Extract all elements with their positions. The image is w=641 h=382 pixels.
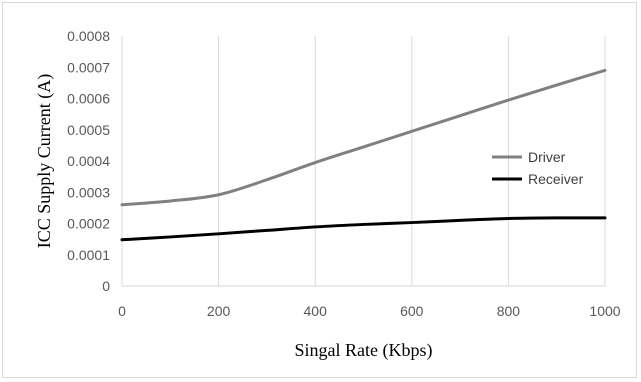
x-axis-title: Singal Rate (Kbps) xyxy=(295,340,433,361)
chart-frame xyxy=(2,2,637,378)
x-tick-label: 800 xyxy=(497,303,521,319)
axes xyxy=(121,36,605,287)
x-tick-label: 600 xyxy=(400,303,424,319)
y-tick-label: 0.0002 xyxy=(67,216,110,232)
y-tick-label: 0.0007 xyxy=(67,59,110,75)
y-tick-label: 0.0001 xyxy=(67,247,110,263)
y-tick-label: 0.0006 xyxy=(67,91,110,107)
x-tick-label: 1000 xyxy=(589,303,620,319)
y-tick-label: 0 xyxy=(102,278,110,294)
x-tick-label: 200 xyxy=(207,303,231,319)
legend-label-receiver: Receiver xyxy=(528,171,584,187)
y-tick-label: 0.0008 xyxy=(67,28,110,44)
tick-labels: 0 200 400 600 800 1000 0 0.0001 0.0002 0.0003 0.00… xyxy=(67,28,621,319)
series-line-receiver xyxy=(120,216,607,242)
legend: Driver Receiver xyxy=(492,149,584,187)
legend-label-driver: Driver xyxy=(528,149,566,165)
x-tick-label: 0 xyxy=(118,303,126,319)
series-line-driver xyxy=(120,68,607,207)
y-tick-label: 0.0005 xyxy=(67,122,110,138)
y-axis-title: ICC Supply Current (A) xyxy=(34,74,55,249)
y-tick-label: 0.0003 xyxy=(67,184,110,200)
x-tick-label: 400 xyxy=(304,303,328,319)
y-tick-label: 0.0004 xyxy=(67,153,110,169)
series-lines xyxy=(120,68,607,242)
